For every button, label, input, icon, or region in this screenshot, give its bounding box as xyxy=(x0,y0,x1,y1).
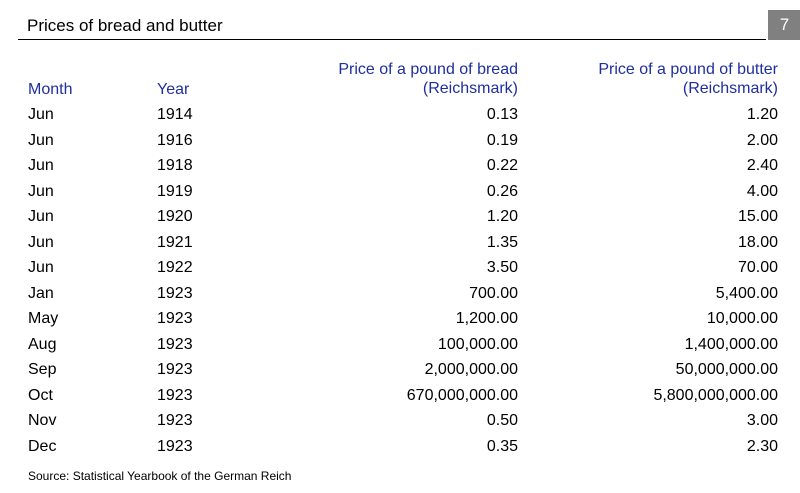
column-header-butter-line1: Price of a pound of butter xyxy=(598,61,778,78)
cell-year: 1916 xyxy=(157,131,193,149)
table-row: May 1923 1,200.00 10,000.00 xyxy=(0,306,800,332)
column-header-year: Year xyxy=(157,81,190,98)
cell-year: 1918 xyxy=(157,157,193,174)
cell-bread-price: 670,000,000.00 xyxy=(406,386,518,404)
cell-butter-price: 4.00 xyxy=(746,182,778,200)
cell-year: 1919 xyxy=(157,182,193,200)
cell-butter-price: 1.20 xyxy=(746,106,778,123)
cell-bread-price: 0.22 xyxy=(486,157,518,174)
slide-header: Prices of bread and butter 7 xyxy=(18,10,800,40)
cell-butter-price: 5,800,000,000.00 xyxy=(653,386,778,404)
table-row: Dec 1923 0.35 2.30 xyxy=(0,434,800,460)
cell-butter-price: 2.00 xyxy=(746,131,778,149)
cell-month: Jun xyxy=(28,106,54,123)
cell-bread-price: 0.13 xyxy=(486,106,518,123)
cell-month: Oct xyxy=(28,386,53,404)
table-row: Jan 1923 700.00 5,400.00 xyxy=(0,281,800,307)
cell-butter-price: 18.00 xyxy=(737,233,778,251)
cell-butter-price: 2.40 xyxy=(746,157,778,174)
cell-bread-price: 3.50 xyxy=(486,259,518,276)
cell-bread-price: 100,000.00 xyxy=(437,335,518,353)
cell-butter-price: 5,400.00 xyxy=(715,284,778,302)
cell-bread-price: 1.20 xyxy=(486,208,518,225)
table-row: Jun 1921 1.35 18.00 xyxy=(0,230,800,256)
cell-butter-price: 15.00 xyxy=(737,208,778,225)
cell-bread-price: 1.35 xyxy=(486,233,518,251)
cell-year: 1914 xyxy=(157,106,193,123)
cell-year: 1923 xyxy=(157,412,193,429)
cell-bread-price: 0.26 xyxy=(486,182,518,200)
cell-month: Jan xyxy=(28,284,54,302)
column-header-bread-line2: (Reichsmark) xyxy=(422,80,518,97)
cell-butter-price: 3.00 xyxy=(746,412,778,429)
page-number-badge: 7 xyxy=(768,10,800,40)
column-header-month: Month xyxy=(28,81,73,98)
cell-bread-price: 1,200.00 xyxy=(455,310,518,327)
cell-month: Dec xyxy=(28,437,57,455)
table-row: Jun 1916 0.19 2.00 xyxy=(0,128,800,154)
cell-month: Nov xyxy=(28,412,57,429)
cell-butter-price: 70.00 xyxy=(737,259,778,276)
table-row: Nov 1923 0.50 3.00 xyxy=(0,408,800,434)
cell-year: 1923 xyxy=(157,284,193,302)
cell-year: 1920 xyxy=(157,208,193,225)
cell-month: Jun xyxy=(28,233,54,251)
cell-year: 1921 xyxy=(157,233,193,251)
cell-bread-price: 0.19 xyxy=(486,131,518,149)
table-row: Jun 1919 0.26 4.00 xyxy=(0,179,800,205)
cell-bread-price: 0.35 xyxy=(486,437,518,455)
cell-year: 1922 xyxy=(157,259,193,276)
cell-month: Jun xyxy=(28,131,54,149)
table-row: Jun 1922 3.50 70.00 xyxy=(0,255,800,281)
cell-month: Jun xyxy=(28,259,54,276)
cell-year: 1923 xyxy=(157,386,193,404)
table-row: Aug 1923 100,000.00 1,400,000.00 xyxy=(0,332,800,358)
cell-month: Jun xyxy=(28,157,54,174)
source-note: Source: Statistical Yearbook of the Germ… xyxy=(28,469,292,483)
cell-bread-price: 0.50 xyxy=(486,412,518,429)
column-header-bread: Price of a pound of bread (Reichsmark) xyxy=(338,60,518,98)
cell-year: 1923 xyxy=(157,335,193,353)
cell-month: Aug xyxy=(28,335,57,353)
table-row: Oct 1923 670,000,000.00 5,800,000,000.00 xyxy=(0,383,800,409)
cell-year: 1923 xyxy=(157,437,193,455)
table-row: Jun 1920 1.20 15.00 xyxy=(0,204,800,230)
cell-butter-price: 1,400,000.00 xyxy=(684,335,778,353)
cell-butter-price: 2.30 xyxy=(746,437,778,455)
cell-year: 1923 xyxy=(157,361,193,378)
cell-year: 1923 xyxy=(157,310,193,327)
cell-month: May xyxy=(28,310,59,327)
price-table-body: Jun 1914 0.13 1.20 Jun 1916 0.19 2.00 Jun 1918 0… xyxy=(0,102,800,459)
column-header-bread-line1: Price of a pound of bread xyxy=(338,61,518,78)
column-header-butter: Price of a pound of butter (Reichsmark) xyxy=(598,60,778,98)
title-underline xyxy=(18,39,766,40)
cell-bread-price: 2,000,000.00 xyxy=(424,361,518,378)
cell-bread-price: 700.00 xyxy=(469,284,518,302)
column-header-butter-line2: (Reichsmark) xyxy=(682,80,778,97)
cell-butter-price: 50,000,000.00 xyxy=(675,361,778,378)
cell-month: Jun xyxy=(28,182,54,200)
cell-month: Jun xyxy=(28,208,54,225)
table-row: Sep 1923 2,000,000.00 50,000,000.00 xyxy=(0,357,800,383)
table-row: Jun 1918 0.22 2.40 xyxy=(0,153,800,179)
table-row: Jun 1914 0.13 1.20 xyxy=(0,102,800,128)
cell-butter-price: 10,000.00 xyxy=(706,310,778,327)
page-title: Prices of bread and butter xyxy=(27,16,223,35)
cell-month: Sep xyxy=(28,361,57,378)
